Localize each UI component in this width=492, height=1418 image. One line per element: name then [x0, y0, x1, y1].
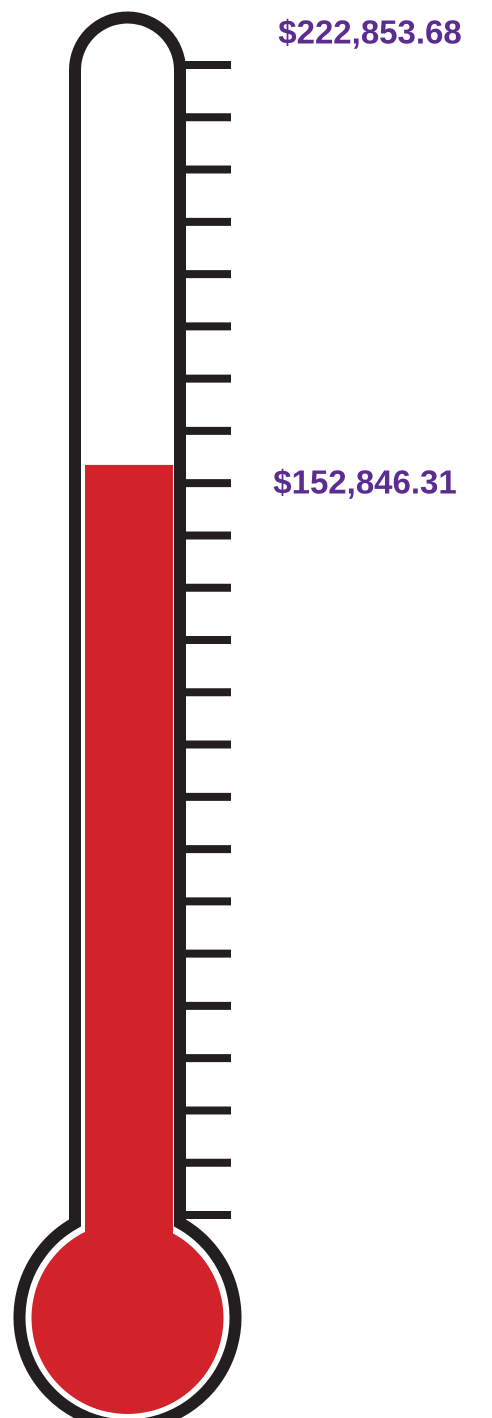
mercury-bar — [85, 464, 173, 1260]
goal-label: $222,853.68 — [278, 14, 462, 51]
bulb-fill — [31, 1222, 224, 1414]
fill-group — [31, 464, 224, 1414]
tick-group — [184, 61, 231, 1219]
raised-label: $152,846.31 — [273, 464, 457, 501]
